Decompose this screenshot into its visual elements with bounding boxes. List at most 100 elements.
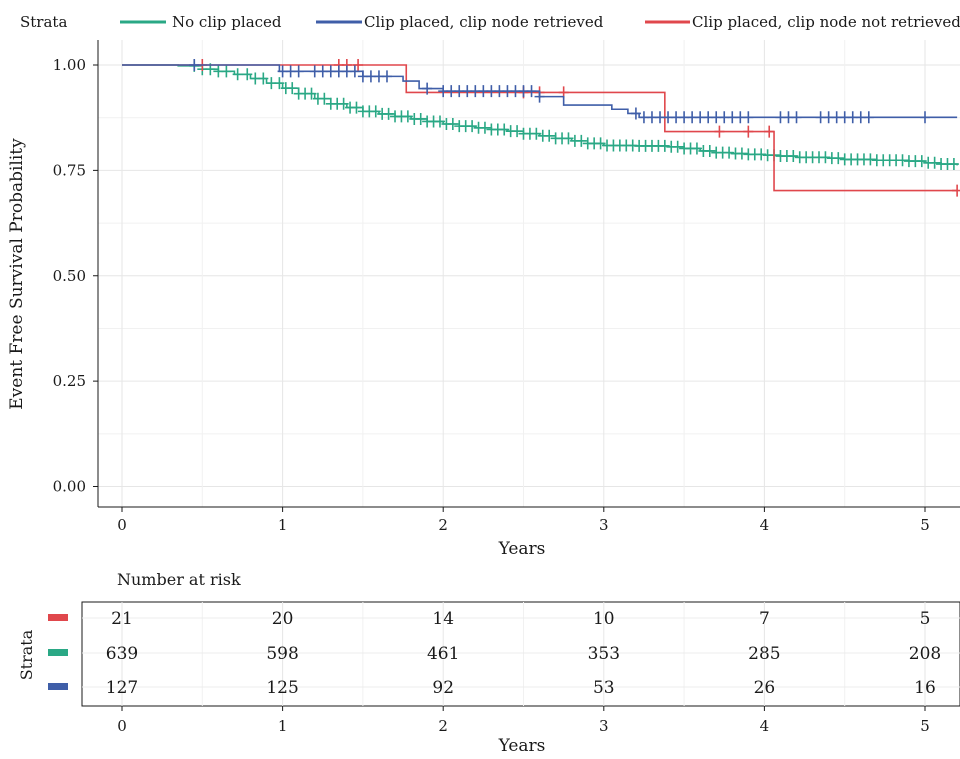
censor-mark [714,125,725,138]
censor-mark [526,85,537,98]
x-tick-label: 1 [278,516,288,534]
censor-mark [756,148,767,161]
risk-count: 125 [266,678,298,698]
censor-mark [351,101,362,114]
censor-mark [563,132,574,145]
censor-mark [865,153,876,166]
risk-count: 14 [432,609,454,629]
censor-mark [189,59,200,71]
censor-mark [691,142,702,155]
censor-mark [293,65,304,78]
censor-mark [381,70,392,83]
x-tick-label: 0 [117,516,127,534]
risk-count: 92 [432,678,454,698]
censor-mark [434,115,445,128]
y-tick-label: 0.00 [53,478,86,496]
risk-table-frame [81,601,960,707]
censor-mark [576,134,587,147]
censor-mark [415,112,426,125]
plot-area: 0.00 0.25 0.50 0.75 1.00 0 1 2 3 4 5 Years Event F… [7,40,960,559]
series-group [122,59,960,197]
censor-mark [422,82,433,95]
censor-mark [595,137,606,150]
censor-mark [232,68,243,81]
censor-mark [221,65,232,78]
y-tick-label: 0.25 [53,372,86,390]
censor-mark [479,121,490,134]
risk-x-tick-label: 2 [438,717,448,735]
censor-mark [863,111,874,124]
censor-mark [534,90,545,103]
censor-mark [743,125,754,138]
censor-mark [499,123,510,136]
censor-mark [743,111,754,124]
censor-mark [531,127,542,140]
legend-title: Strata [20,13,67,31]
censor-mark [916,155,927,168]
grid [98,40,960,507]
risk-count: 285 [748,644,780,664]
risk-count: 639 [106,644,138,664]
censor-mark [274,77,285,90]
risk-count: 7 [759,609,770,629]
censor-mark [349,65,360,78]
risk-count: 10 [593,609,615,629]
risk-row-swatch [48,683,68,690]
risk-count: 53 [593,678,615,698]
series-line [122,64,958,192]
risk-row-swatch [48,614,68,621]
x-axis-label: Years [498,539,546,559]
y-tick-label: 0.50 [53,267,86,285]
censor-mark [242,68,253,81]
risk-count: 208 [909,644,941,664]
risk-count: 598 [266,644,298,664]
risk-count: 26 [754,678,776,698]
censor-mark [788,150,799,163]
censor-mark [948,158,959,171]
y-tick-label: 0.75 [53,161,86,179]
risk-table-ylabel: Strata [17,629,36,680]
x-tick-label: 3 [599,516,609,534]
legend-label-not-retrieved: Clip placed, clip node not retrieved [692,13,960,31]
censor-mark [659,139,670,152]
censor-mark [630,107,641,120]
censor-mark [820,151,831,164]
censor-mark [467,120,478,133]
censor-mark [258,72,269,85]
risk-x-tick-label: 0 [117,717,127,735]
censor-mark [287,82,298,95]
risk-x-tick-label: 3 [599,717,609,735]
censor-mark [512,125,523,138]
y-tick-label: 1.00 [53,56,86,74]
x-tick-label: 4 [760,516,770,534]
x-tick-label: 2 [438,516,448,534]
censor-mark [672,140,683,153]
risk-count: 127 [106,678,138,698]
censor-mark [447,118,458,131]
risk-x-tick-label: 1 [278,717,288,735]
risk-table-xlabel: Years [498,736,546,756]
censor-mark [736,147,747,160]
censor-mark [897,154,908,167]
censor-mark [383,107,394,120]
tick-group: 0.00 0.25 0.50 0.75 1.00 0 1 2 3 4 5 [53,56,930,534]
risk-count: 5 [920,609,931,629]
censor-mark [929,156,940,169]
legend-label-retrieved: Clip placed, clip node retrieved [364,13,604,31]
risk-count: 353 [588,644,620,664]
censor-mark [370,105,381,118]
censor-mark [338,97,349,110]
censor-mark [791,111,802,124]
risk-x-tick-label: 5 [920,717,930,735]
censor-mark [833,152,844,165]
risk-count: 20 [272,609,294,629]
censor-mark [764,125,775,138]
censor-mark [306,87,317,100]
risk-table-title: Number at risk [117,570,241,589]
censor-mark [544,129,555,142]
censor-mark [402,110,413,123]
legend: Strata No clip placed Clip placed, clip … [20,13,960,31]
